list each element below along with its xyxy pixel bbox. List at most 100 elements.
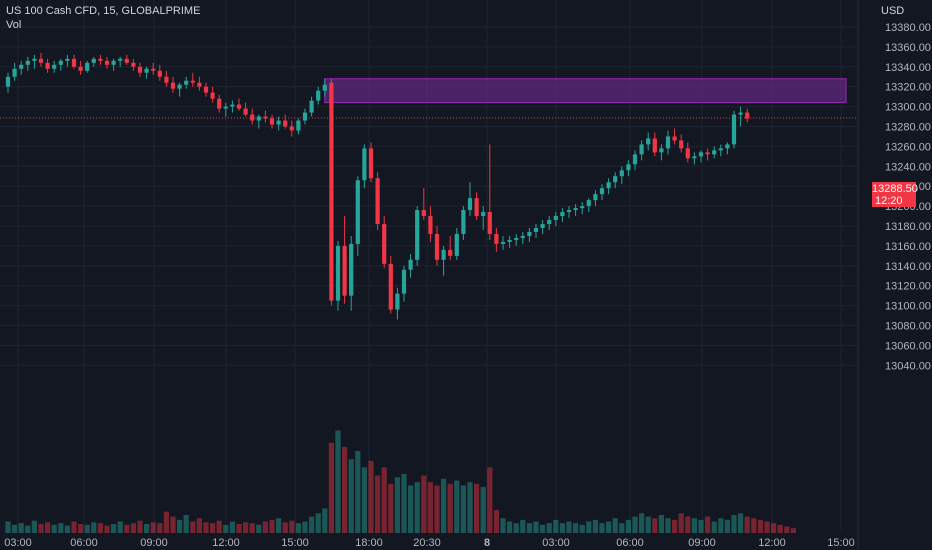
volume-bar	[163, 511, 169, 533]
volume-bar	[58, 523, 64, 533]
volume-bar	[480, 487, 486, 533]
symbol-title[interactable]: US 100 Cash CFD, 15, GLOBALPRIME	[6, 5, 201, 17]
candle	[652, 132, 657, 157]
volume-bar	[757, 519, 763, 533]
volume-bar	[711, 521, 717, 533]
candle	[533, 224, 539, 238]
candle-body	[45, 62, 50, 69]
candle-body	[349, 243, 354, 296]
volume-bar	[691, 518, 697, 533]
candle	[45, 58, 50, 73]
volume-bar	[12, 524, 18, 533]
volume-bar	[500, 518, 506, 533]
volume-bar	[553, 519, 559, 533]
candle-body	[375, 178, 380, 225]
candle	[78, 60, 83, 75]
candle-body	[177, 84, 182, 89]
volume-bar	[177, 519, 183, 533]
candle	[665, 130, 671, 155]
candle-body	[454, 233, 459, 256]
volume-bar	[361, 467, 367, 533]
volume-bar	[51, 524, 57, 533]
candle	[276, 116, 281, 131]
candle-body	[78, 66, 83, 71]
volume-bar	[97, 523, 103, 533]
candle-body	[25, 60, 30, 65]
candle	[12, 62, 17, 81]
candle-body	[269, 118, 275, 125]
volume-bar	[606, 521, 612, 533]
candle	[349, 235, 354, 311]
candle	[514, 233, 519, 246]
volume-bar	[381, 467, 387, 533]
volume-indicator-label[interactable]: Vol	[6, 19, 22, 31]
time-tick-label: 18:00	[355, 537, 383, 549]
volume-bar	[731, 514, 737, 533]
candle-body	[276, 120, 281, 125]
candle-body	[302, 112, 308, 121]
candle	[441, 245, 446, 276]
candle-body	[467, 198, 473, 211]
candle	[256, 114, 261, 129]
candle	[725, 142, 730, 155]
time-axis[interactable]: 03:00 06:00 09:00 12:00 15:00 18:00 20:30 8 03:0…	[4, 537, 855, 549]
volume-bar	[309, 516, 315, 533]
candle-body	[395, 293, 400, 310]
candle	[157, 64, 162, 81]
candle-body	[362, 148, 367, 181]
candle	[91, 56, 96, 67]
candle	[745, 108, 750, 123]
candle	[553, 212, 558, 226]
candle-body	[507, 239, 512, 242]
candle-body	[705, 152, 710, 155]
candle	[124, 54, 129, 65]
price-tick-label: 13300.00	[885, 102, 931, 114]
candle-body	[606, 182, 611, 189]
candle-body	[599, 188, 605, 195]
volume-bar	[335, 430, 341, 533]
candle-body	[91, 58, 96, 63]
volume-bar	[540, 524, 546, 533]
volume-bar	[170, 516, 176, 533]
candle	[316, 86, 321, 105]
candle-body	[316, 90, 321, 101]
candle	[118, 56, 123, 67]
volume-bar	[375, 475, 381, 533]
volume-bar	[632, 516, 638, 533]
candle-body	[441, 249, 446, 260]
candle-body	[573, 208, 578, 211]
volume-bar	[401, 473, 407, 533]
candle-body	[98, 58, 103, 61]
candle	[388, 255, 393, 314]
price-tick-label: 13080.00	[885, 321, 931, 333]
candle	[52, 60, 57, 73]
candle-body	[401, 269, 407, 294]
volume-bar	[526, 523, 532, 533]
candle-body	[481, 212, 486, 217]
candle-body	[698, 152, 704, 157]
candle	[448, 235, 453, 260]
candle	[243, 102, 248, 117]
volume-bar	[282, 522, 288, 533]
candle-body	[527, 231, 532, 236]
candle-body	[137, 66, 143, 73]
supply-zone-rectangle[interactable]	[324, 78, 847, 104]
volume-bar	[559, 523, 565, 533]
candle	[474, 192, 479, 221]
volume-bar	[196, 518, 202, 533]
candle-body	[52, 64, 57, 69]
candle-body	[322, 84, 327, 91]
candle	[368, 142, 374, 183]
candle-body	[639, 144, 644, 155]
candle	[738, 106, 743, 127]
price-tick-label: 13280.00	[885, 122, 931, 134]
candle	[626, 160, 631, 177]
volume-bar	[579, 524, 585, 533]
candle	[599, 184, 605, 201]
volume-bar	[619, 523, 625, 533]
candle	[5, 72, 11, 93]
candle	[25, 56, 30, 71]
candle-body	[646, 138, 651, 145]
candle	[619, 166, 624, 185]
